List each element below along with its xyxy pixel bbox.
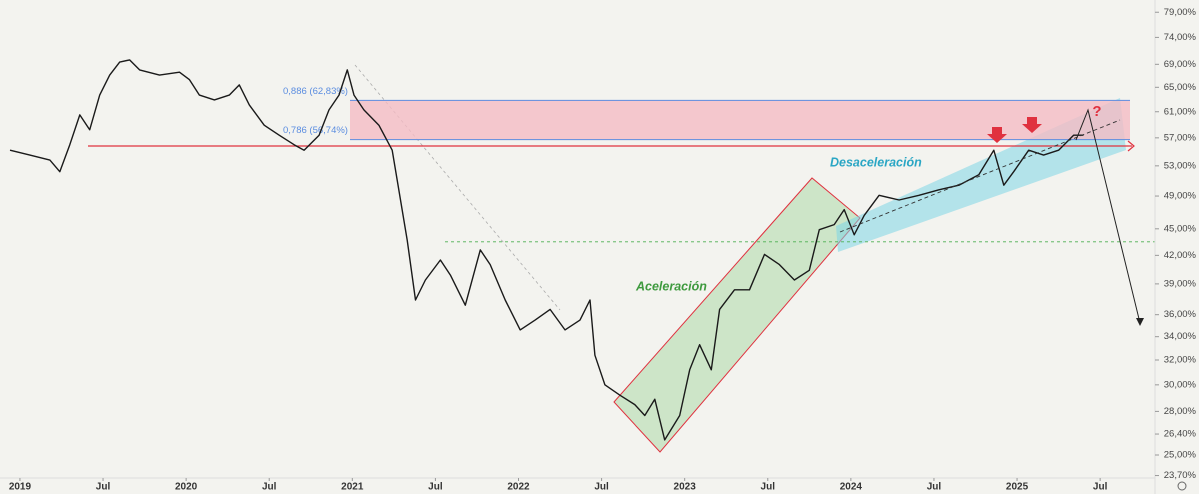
question-mark: ? <box>1092 103 1101 120</box>
annotation: Aceleración <box>635 279 707 293</box>
acceleration-channel <box>613 177 861 453</box>
y-tick-label: 42,00% <box>1164 250 1197 261</box>
trend-line <box>839 119 1121 233</box>
fib-label: 0,786 (56,74%) <box>283 125 348 136</box>
y-tick-label: 36,00% <box>1164 309 1197 320</box>
x-tick-label: 2022 <box>507 482 530 493</box>
y-tick-label: 34,00% <box>1164 331 1197 342</box>
y-tick-label: 28,00% <box>1164 406 1197 417</box>
y-tick-label: 57,00% <box>1164 132 1197 143</box>
y-tick-label: 39,00% <box>1164 278 1197 289</box>
y-tick-label: 79,00% <box>1164 7 1197 18</box>
y-tick-label: 74,00% <box>1164 32 1197 43</box>
price-line <box>9 59 1084 441</box>
x-tick-label: Jul <box>927 482 942 493</box>
x-tick-label: 2021 <box>341 482 364 493</box>
y-tick-label: 32,00% <box>1164 355 1197 366</box>
red-arrow <box>987 127 1007 143</box>
x-tick-label: Jul <box>761 482 776 493</box>
y-tick-label: 61,00% <box>1164 106 1197 117</box>
x-tick-label: 2019 <box>9 482 32 493</box>
x-tick-label: 2024 <box>840 482 863 493</box>
x-tick-label: Jul <box>262 482 277 493</box>
x-tick-label: 2025 <box>1006 482 1029 493</box>
fib-label: 0,886 (62,83%) <box>283 86 348 97</box>
projection-arrow <box>1075 108 1141 324</box>
settings-icon[interactable] <box>1177 481 1187 491</box>
x-tick-label: Jul <box>96 482 111 493</box>
x-tick-label: 2023 <box>674 482 697 493</box>
x-tick-label: 2020 <box>175 482 198 493</box>
x-tick-label: Jul <box>428 482 443 493</box>
y-tick-label: 45,00% <box>1164 223 1197 234</box>
y-tick-label: 49,00% <box>1164 191 1197 202</box>
support-arrow <box>1127 140 1135 152</box>
y-tick-label: 53,00% <box>1164 160 1197 171</box>
annotation: Desaceleración <box>830 155 922 169</box>
y-tick-label: 65,00% <box>1164 82 1197 93</box>
fib-zone <box>350 100 1130 140</box>
y-tick-label: 26,40% <box>1164 429 1197 440</box>
fib-guide <box>354 64 561 311</box>
red-arrow <box>1022 117 1042 133</box>
x-tick-label: Jul <box>594 482 609 493</box>
y-tick-label: 25,00% <box>1164 450 1197 461</box>
y-tick-label: 30,00% <box>1164 379 1197 390</box>
x-tick-label: Jul <box>1093 482 1108 493</box>
y-tick-label: 69,00% <box>1164 59 1197 70</box>
y-tick-label: 23,70% <box>1164 470 1197 481</box>
arrow-head <box>1136 318 1144 326</box>
